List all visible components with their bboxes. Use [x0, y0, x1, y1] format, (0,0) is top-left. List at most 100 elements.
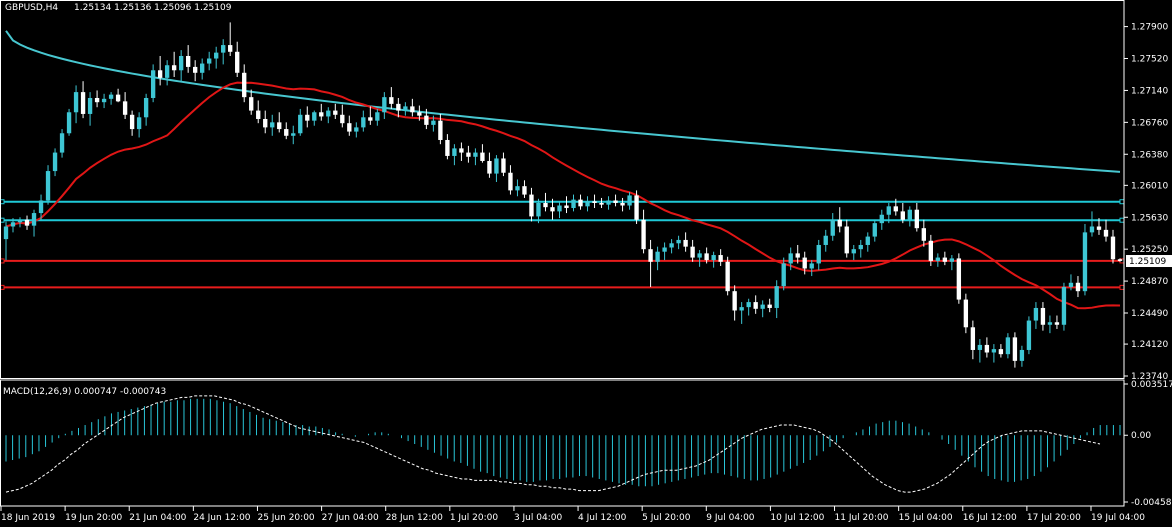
candle-bear [1117, 259, 1123, 261]
candle-bull [354, 127, 359, 132]
candle-bear [1075, 282, 1081, 292]
candle-bull [872, 223, 877, 237]
candle-bull [312, 112, 317, 121]
price-axis-label: 1.24870 [1131, 277, 1168, 287]
candle-bull [298, 114, 303, 134]
time-axis-label: 10 Jul 12:00 [770, 513, 824, 523]
price-axis-label: 1.27140 [1131, 86, 1168, 96]
candle-bear [284, 129, 289, 136]
candle-bull [585, 201, 590, 207]
fast-moving-average-line [5, 81, 1121, 310]
candle-bear [24, 219, 30, 226]
candle-bull [907, 209, 912, 220]
candle-bear [683, 239, 688, 247]
candle-bull [200, 63, 205, 73]
candle-bear [417, 112, 422, 116]
candle-bear [80, 92, 86, 114]
candle-bear [704, 253, 709, 261]
candle-bull [781, 263, 786, 287]
level-anchor-right [1119, 284, 1125, 290]
candle-bear [1110, 236, 1116, 260]
price-pane[interactable] [0, 22, 1125, 368]
candle-bull [858, 244, 863, 250]
candle-bull [809, 263, 814, 269]
candle-bull [571, 199, 576, 209]
price-axis-label: 1.25250 [1131, 245, 1168, 255]
price-axis-label: 1.27520 [1131, 55, 1168, 65]
candle-bear [459, 148, 464, 153]
candle-bull [823, 235, 828, 245]
candle-bear [634, 195, 639, 220]
candle-bear [970, 327, 976, 350]
candle-bear [942, 257, 948, 262]
candle-bear [914, 209, 919, 229]
candle-bull [886, 206, 891, 215]
level-anchor-left [0, 284, 5, 290]
macd-signal-line [5, 395, 1101, 493]
candle-bull [879, 214, 884, 224]
candle-bear [956, 258, 962, 300]
candle-bear [508, 172, 513, 191]
candle-bear [263, 118, 268, 128]
candle-bear [396, 103, 401, 111]
candle-bull [816, 244, 821, 264]
candle-bear [1096, 226, 1102, 230]
candle-bear [641, 219, 646, 250]
macd-pane-frame [0, 379, 1125, 507]
candle-bull [1089, 226, 1095, 233]
candle-bull [774, 286, 779, 308]
candle-bull [760, 304, 765, 309]
candle-bull [101, 98, 107, 103]
price-axis-label: 1.26760 [1131, 118, 1168, 128]
candle-bear [543, 202, 548, 208]
level-anchor-left [0, 258, 5, 264]
candle-bull [557, 205, 562, 212]
candle-bear [368, 117, 373, 121]
time-axis-label: 1 Jul 20:00 [450, 513, 499, 523]
macd-axis-label: 0.003517 [1131, 380, 1172, 390]
candle-bear [466, 152, 471, 157]
chart-header-ohlc: 1.25134 1.25136 1.25096 1.25109 [74, 3, 232, 13]
candle-bear [753, 302, 758, 309]
slow-moving-average-line [5, 30, 1121, 173]
candle-bear [249, 97, 254, 111]
candle-bear [94, 97, 100, 103]
level-anchor-left [0, 217, 5, 223]
candle-bull [403, 106, 408, 111]
price-axis-label: 1.26010 [1131, 181, 1168, 191]
candle-bull [221, 45, 226, 53]
time-axis-label: 28 Jun 12:00 [386, 513, 443, 523]
price-pane-frame [0, 0, 1125, 379]
candle-bull [711, 255, 716, 261]
candle-bear [732, 291, 737, 311]
candle-bear [529, 194, 534, 217]
candle-bull [627, 195, 632, 206]
candle-bull [214, 52, 219, 59]
candle-bull [1005, 337, 1011, 355]
candle-bear [122, 101, 128, 115]
candle-bull [662, 247, 667, 252]
candle-bull [991, 349, 997, 353]
macd-pane[interactable] [5, 395, 1121, 493]
candle-bull [1033, 307, 1039, 321]
candle-bear [578, 199, 583, 207]
candle-bull [143, 97, 149, 118]
macd-axis-label: 0.00 [1131, 431, 1151, 441]
candle-bull [473, 152, 478, 157]
candle-bull [382, 97, 387, 113]
candle-bear [564, 205, 569, 209]
candle-bull [851, 249, 856, 254]
candle-bull [178, 55, 184, 71]
candle-bear [129, 114, 135, 130]
time-axis-label: 15 Jul 04:00 [899, 513, 953, 523]
current-price-tag [1126, 255, 1172, 268]
candle-bull [361, 117, 366, 128]
candle-bear [424, 115, 429, 125]
current-price-label: 1.25109 [1129, 257, 1166, 267]
candle-bull [136, 117, 142, 130]
candle-bull [865, 236, 870, 245]
candle-bear [963, 299, 969, 328]
